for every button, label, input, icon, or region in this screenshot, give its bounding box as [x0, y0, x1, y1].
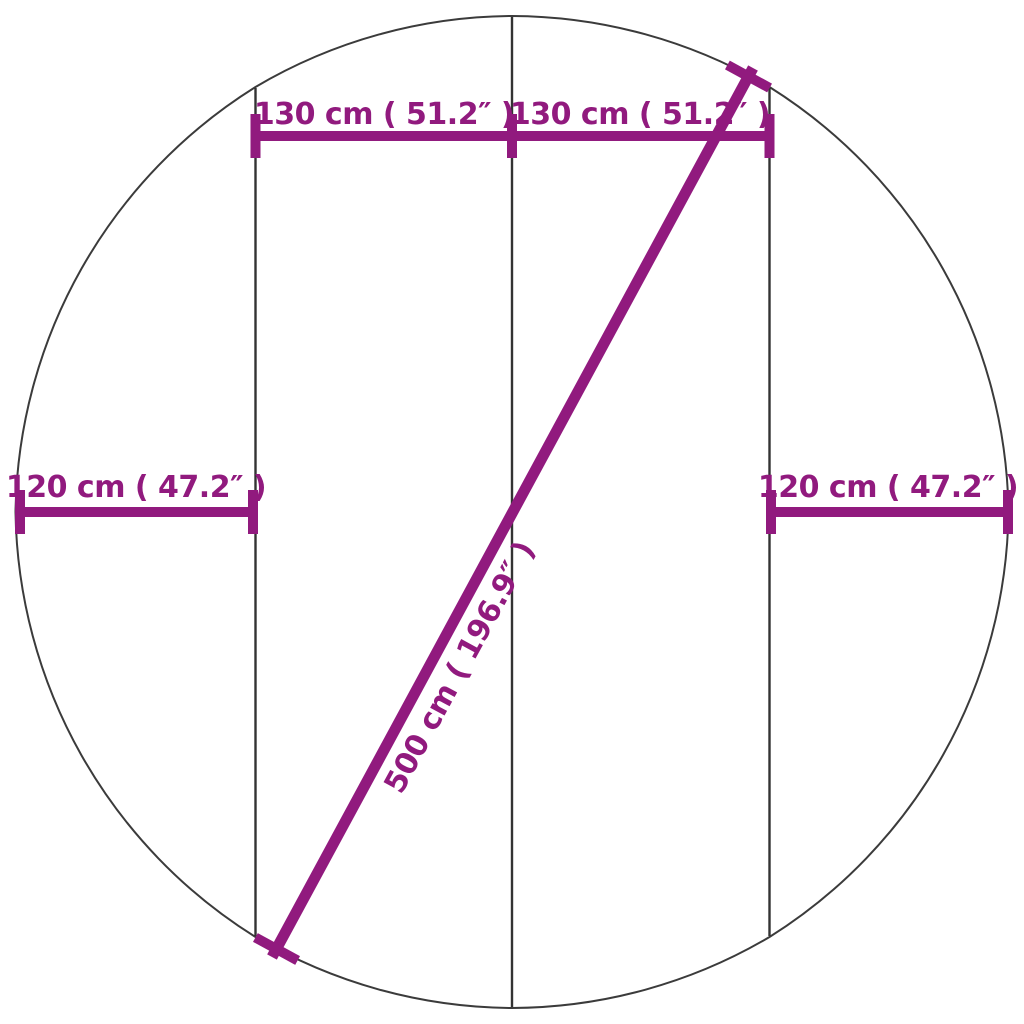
top-width-dimension: 130 cm ( 51.2″ ) 130 cm ( 51.2″ )	[250, 97, 775, 158]
diagonal-dimension-line	[267, 65, 758, 960]
right-width-label: 120 cm ( 47.2″ )	[758, 470, 1018, 505]
top-left-width-label: 130 cm ( 51.2″ )	[254, 97, 514, 132]
diagonal-tick-bottom	[253, 933, 300, 965]
diagonal-tick-top	[725, 60, 772, 93]
left-width-dimension: 120 cm ( 47.2″ )	[6, 470, 267, 534]
left-width-label: 120 cm ( 47.2″ )	[6, 470, 266, 505]
right-width-dimension: 120 cm ( 47.2″ )	[758, 470, 1019, 534]
